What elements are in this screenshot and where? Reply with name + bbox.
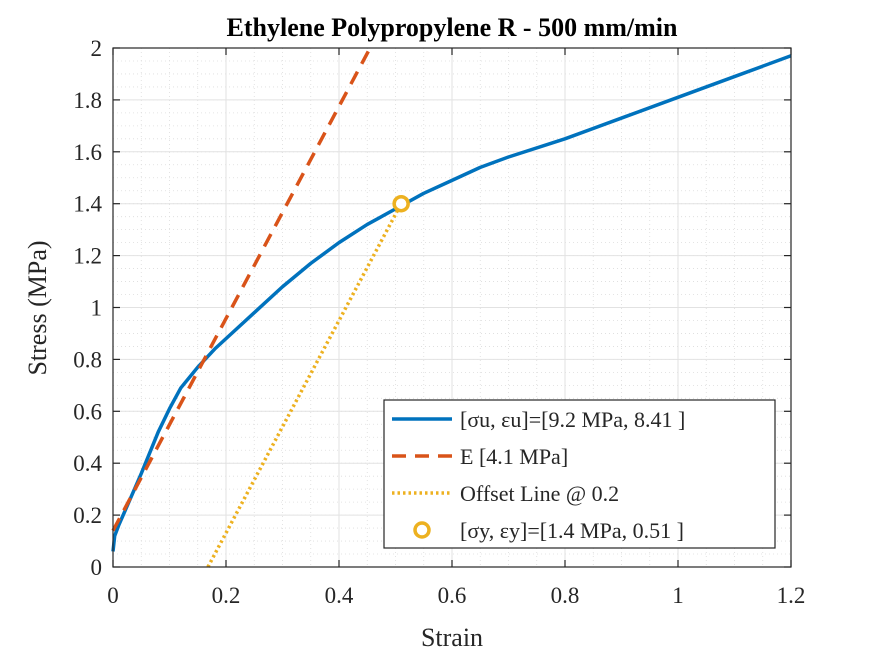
x-axis-label: Strain	[421, 623, 483, 652]
y-tick-label: 0.2	[73, 503, 102, 528]
legend-label-4: [σy, εy]=[1.4 MPa, 0.51 ]	[460, 518, 684, 543]
y-tick-label: 1.2	[73, 244, 102, 269]
y-tick-label: 1.4	[73, 192, 102, 217]
legend-swatch-4	[413, 521, 431, 539]
series-line-3	[206, 202, 403, 568]
legend: [σu, εu]=[9.2 MPa, 8.41 ] E [4.1 MPa] Offs…	[383, 399, 776, 549]
legend-label-3: Offset Line @ 0.2	[460, 481, 619, 506]
y-tick-label: 1.6	[73, 140, 102, 165]
x-tick-label: 1	[672, 583, 684, 608]
legend-label-1: [σu, εu]=[9.2 MPa, 8.41 ]	[460, 407, 685, 432]
y-tick-label: 0	[91, 555, 103, 580]
tick-labels: 0 0.2 0.4 0.6 0.8 1 1.2 0 0.2 0.4 0.6 0.8 1 1.2 1.4 1.6…	[73, 36, 805, 608]
legend-box	[383, 399, 776, 549]
x-tick-label: 0.8	[551, 583, 580, 608]
legend-label-2: E [4.1 MPa]	[460, 444, 568, 469]
series-line-1	[111, 54, 792, 552]
x-tick-label: 0.4	[325, 583, 354, 608]
x-tick-label: 1.2	[777, 583, 806, 608]
x-tick-label: 0.2	[212, 583, 241, 608]
y-tick-label: 0.4	[73, 451, 102, 476]
series-group	[111, 47, 792, 568]
chart-title: Ethylene Polypropylene R - 500 mm/min	[227, 13, 678, 42]
y-tick-label: 1.8	[73, 88, 102, 113]
y-tick-label: 2	[91, 36, 103, 61]
y-tick-label: 0.8	[73, 347, 102, 372]
x-tick-label: 0.6	[438, 583, 467, 608]
y-tick-label: 1	[91, 296, 103, 321]
yield-point-marker	[392, 194, 410, 213]
x-tick-label: 0	[107, 583, 119, 608]
y-axis-label: Stress (MPa)	[23, 240, 52, 375]
axes	[112, 47, 792, 568]
y-tick-label: 0.6	[73, 399, 102, 424]
